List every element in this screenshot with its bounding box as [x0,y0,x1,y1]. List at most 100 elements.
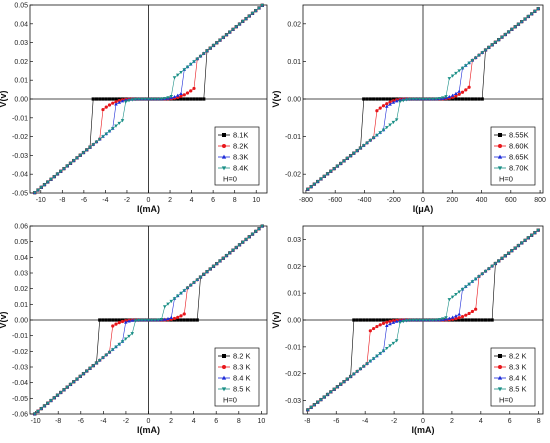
x-tick-label: -4 [102,197,108,204]
data-point [332,167,336,171]
data-point [460,66,465,70]
data-point [329,169,333,174]
data-point [440,96,445,100]
data-point [110,127,115,131]
data-point [388,102,392,106]
y-tick-label: 0.02 [287,264,301,271]
data-point [101,356,105,360]
data-point [464,318,468,322]
x-tick-label: 600 [505,197,517,204]
legend-entry: 8.4 K [509,374,527,383]
data-point [182,289,187,293]
data-point [371,136,376,140]
data-point [467,282,471,286]
data-point [454,71,458,76]
y-tick-label: -0.06 [12,412,28,419]
data-point [189,97,193,101]
data-point [427,97,432,101]
y-axis-label: V(v) [0,90,8,107]
data-point [107,103,112,107]
data-point [156,318,161,322]
data-point [198,54,203,59]
data-point [454,91,458,95]
data-point [306,408,310,412]
data-point [45,180,50,184]
data-point [98,97,102,101]
data-point [362,97,366,101]
y-tick-label: -0.02 [285,172,301,179]
data-point [227,30,232,34]
data-point [414,318,419,322]
legend: 8.1K 8.2K 8.3K 8.4K H=0 [214,126,260,186]
data-point [68,383,73,387]
data-point [250,232,255,237]
data-point [169,299,174,304]
data-point [523,239,527,243]
data-point [533,10,537,14]
x-tick-label: 6 [211,197,215,204]
y-tick-label: 0.00 [287,97,301,104]
data-point [355,370,359,374]
data-point [398,318,402,323]
chart-panel-3: -10 -8 -6 -4 -2 0 2 4 6 8 10 -0.06 -0.05 -0.04 -0.03 -0… [0,224,268,435]
data-point [149,97,154,101]
data-point [111,97,115,101]
data-point [473,277,478,281]
data-point [388,344,392,348]
data-point [391,341,396,346]
data-point [101,135,105,139]
data-point [322,175,327,179]
data-point [319,177,323,181]
y-tick-label: 0.05 [14,239,28,246]
x-tick-label: 0 [421,197,425,204]
x-tick-label: -2 [124,197,130,204]
data-point [149,318,154,322]
data-point [368,359,373,364]
data-point [133,97,138,102]
data-point [368,329,372,333]
data-point [510,28,514,32]
legend-marker [221,387,227,392]
y-tick-label: 0.05 [14,3,28,10]
data-point [315,180,320,184]
data-point [464,64,468,68]
data-point [192,97,196,101]
data-point [408,318,412,323]
data-point [68,161,73,166]
data-point [58,391,63,395]
data-point [136,97,141,101]
data-point [169,94,174,99]
data-point [65,385,70,390]
data-point [244,17,248,21]
data-point [114,318,118,322]
x-tick-label: 800 [534,197,546,204]
x-tick-label: -200 [387,197,401,204]
data-point [467,311,471,316]
data-point [214,41,219,45]
data-point [431,318,435,322]
x-tick-label: -8 [59,197,65,204]
x-tick-label: -600 [328,197,342,204]
data-point [391,120,396,125]
data-point [240,20,245,24]
y-tick-label: 0.02 [14,286,28,293]
data-point [536,7,540,11]
data-point [172,94,177,99]
data-point [175,93,180,97]
x-tick-label: 400 [476,197,488,204]
x-tick-label: -6 [81,197,87,204]
x-tick-label: -2 [123,418,129,425]
data-point [111,318,115,322]
data-point [162,305,167,309]
data-point [42,404,47,408]
data-point [365,141,369,145]
data-point [260,4,265,8]
data-point [378,318,382,322]
data-point [513,25,517,29]
legend-entry: 8.4K [233,164,248,173]
data-point [127,334,131,339]
y-tick-label: -0.02 [12,349,28,356]
y-tick-label: -0.03 [12,365,28,372]
data-point [104,97,108,101]
legend-entry: 8.3K [233,153,248,162]
